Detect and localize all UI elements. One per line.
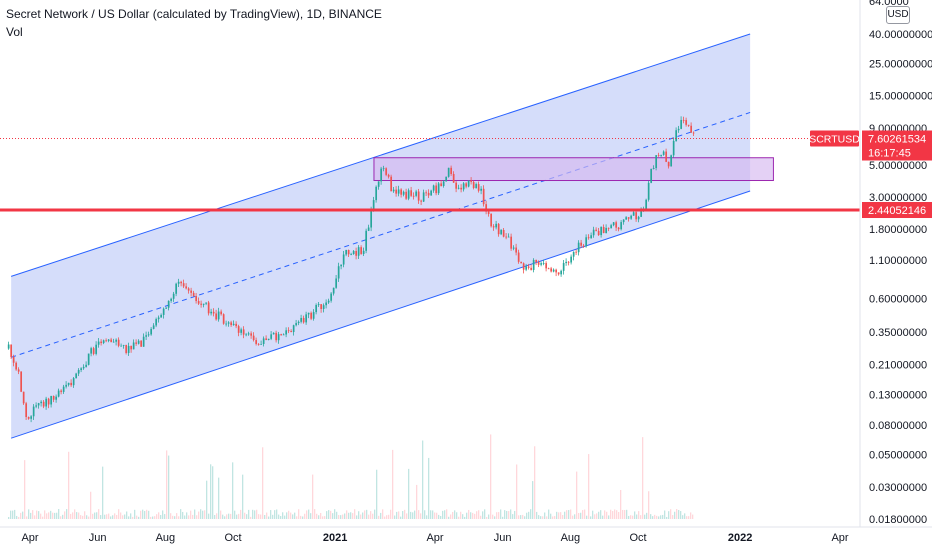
- currency-button[interactable]: USD: [886, 6, 910, 24]
- time-tick-label: Jun: [89, 532, 107, 544]
- price-tick-label: 5.00000000: [869, 160, 927, 172]
- price-tick-label: 0.08000000: [869, 420, 927, 432]
- price-tick-label: 0.13000000: [869, 390, 927, 402]
- bar-countdown: 16:17:45: [868, 147, 911, 159]
- price-tick-label: 40.00000000: [869, 29, 932, 41]
- price-tick-label: 0.60000000: [869, 293, 927, 305]
- resistance-zone[interactable]: [373, 157, 774, 182]
- time-tick-label: Aug: [561, 532, 581, 544]
- price-tick-label: 15.00000000: [869, 91, 932, 103]
- channel-mid-line[interactable]: [10, 111, 751, 358]
- price-tick-label: 0.35000000: [869, 327, 927, 339]
- volume-bars: [8, 434, 694, 519]
- symbol-badge-label: SCRTUSD: [809, 133, 860, 145]
- price-tick-label: 1.80000000: [869, 224, 927, 236]
- volume-label: Vol: [6, 25, 23, 39]
- time-tick-label: Oct: [224, 532, 241, 544]
- candles: [7, 116, 695, 423]
- time-tick-label: Jun: [494, 532, 512, 544]
- price-tick-label: 0.01800000: [869, 514, 927, 526]
- time-tick-label: Apr: [21, 532, 38, 544]
- last-price-badge: [862, 130, 932, 161]
- time-tick-label: Apr: [426, 532, 443, 544]
- chart-title: Secret Network / US Dollar (calculated b…: [6, 7, 382, 21]
- symbol-badge: [810, 130, 859, 147]
- channel-fill: [11, 34, 751, 439]
- time-tick-label: 2022: [728, 532, 752, 544]
- price-tick-label: 0.03000000: [869, 482, 927, 494]
- time-tick-label: Aug: [156, 532, 176, 544]
- price-tick-label: 0.05000000: [869, 450, 927, 462]
- support-price-badge: [862, 202, 932, 219]
- time-tick-label: Apr: [831, 532, 848, 544]
- last-price-value: 7.60261534: [868, 133, 926, 145]
- price-axis-top-label: 64.0000: [869, 0, 909, 8]
- price-tick-label: 3.00000000: [869, 192, 927, 204]
- time-tick-label: 2021: [323, 532, 347, 544]
- price-tick-label: 1.10000000: [869, 255, 927, 267]
- channel-lower-line[interactable]: [10, 190, 751, 439]
- channel-upper-line[interactable]: [10, 33, 751, 277]
- time-tick-label: Oct: [629, 532, 646, 544]
- price-tick-label: 25.00000000: [869, 59, 932, 71]
- support-price-value: 2.44052146: [868, 205, 926, 217]
- price-tick-label: 0.21000000: [869, 359, 927, 371]
